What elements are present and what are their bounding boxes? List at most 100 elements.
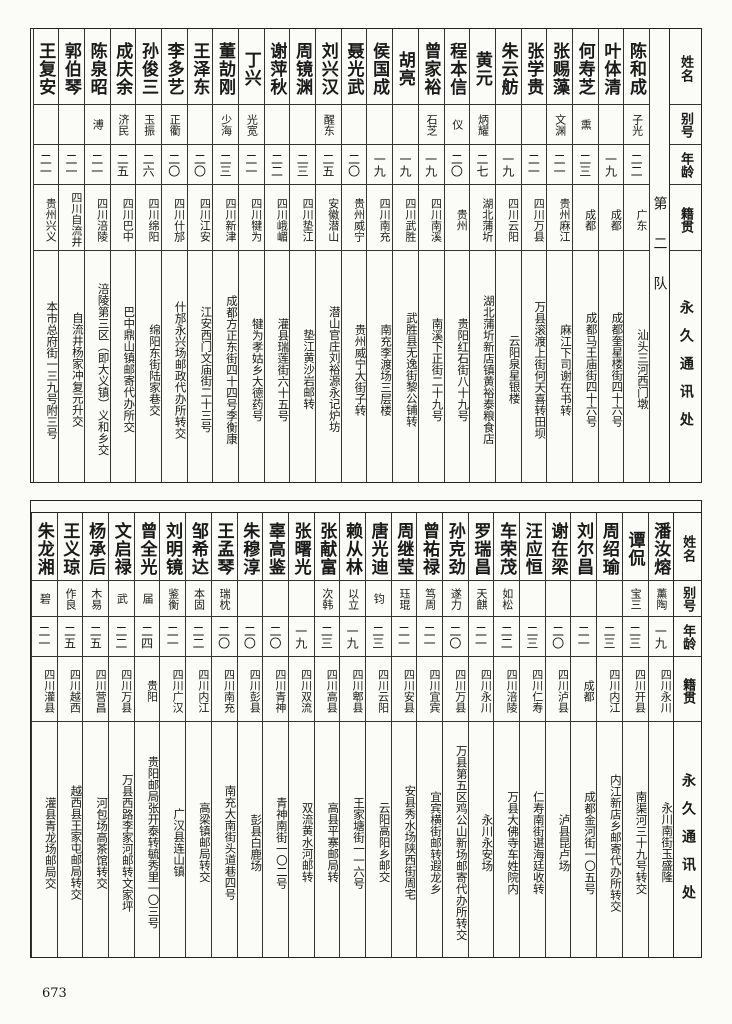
person-alias xyxy=(598,105,624,145)
person-column: 朱云舫 一九 四川云阳 云阳泉星银楼 xyxy=(494,29,521,482)
person-age: 一九 xyxy=(495,145,521,185)
person-native-place: 贵州 xyxy=(444,185,470,251)
person-address: 万县滚渡上街何天喜转田坝 xyxy=(533,300,547,439)
bottom-columns: 姓名 别号 年龄 籍贯 永久通讯处 潘汝熔 薰陶 一九 四川永川 永川南街玉盛隆 谭侃 宝三… xyxy=(31,513,701,957)
person-column: 陈泉昭溥二一 四川涪陵 涪陵第三区（即大义镇）义和乡交 xyxy=(83,29,110,482)
person-column: 周继莹 珏琨 二一 四川安县 安县秀水场陕西街周宅 xyxy=(390,513,417,957)
person-alias xyxy=(187,105,213,145)
person-address: 自流井杨家冲复元升交 xyxy=(70,312,84,427)
person-age: 二三 xyxy=(572,145,598,185)
person-alias: 溥 xyxy=(84,105,110,145)
person-name: 陈和成 xyxy=(624,29,649,105)
person-address: 湖北蒲圻新店镇黄裕泰粮食店 xyxy=(481,294,495,445)
person-age: 二一 xyxy=(33,145,59,185)
person-address: 贵阳邮局张开泰转毓秀里一〇三号 xyxy=(146,756,160,929)
person-name: 张学贵 xyxy=(521,29,547,105)
person-column: 侯国成 一九 四川南充 南充李渡场三层楼 xyxy=(366,29,393,482)
person-native-place: 四川高县 xyxy=(314,657,340,722)
header-age: 年龄 xyxy=(670,145,701,185)
person-alias: 玉振 xyxy=(136,105,161,145)
person-alias: 珏琨 xyxy=(391,581,417,617)
person-age: 二〇 xyxy=(161,145,187,185)
person-native-place: 四川青神 xyxy=(263,657,288,722)
person-age: 二二 xyxy=(494,617,520,657)
person-native-place: 四川涪陵 xyxy=(84,185,110,251)
person-native-place: 四川灌县 xyxy=(32,657,57,722)
person-column: 文启禄武二二 四川万县 万县西路李家河邮转文家坪 xyxy=(108,513,134,957)
person-name: 邹希达 xyxy=(186,513,211,581)
person-column: 李多艺 正衢 二〇 四川什邡 什邡永兴场邮政代办所转交 xyxy=(160,29,187,482)
person-column: 周绍瑜 二三 四川内江 内江新店乡邮寄代办所转交 xyxy=(596,513,622,957)
person-name: 周镜渊 xyxy=(290,29,316,105)
person-native-place: 四川巴中 xyxy=(110,185,136,251)
person-alias xyxy=(520,581,545,617)
header-alias: 别号 xyxy=(674,581,701,617)
person-address: 青神南街一〇二号 xyxy=(274,796,288,889)
person-address: 万县第五区鸡公山新场邮寄代办所转交 xyxy=(454,744,468,941)
person-native-place: 四川涪陵 xyxy=(494,657,520,722)
person-age: 二一 xyxy=(32,617,57,657)
person-native-place: 贵阳 xyxy=(134,657,160,722)
person-address: 犍为孝姑乡大德药号 xyxy=(250,317,264,422)
person-alias: 宝三 xyxy=(622,581,648,617)
person-age: 二三 xyxy=(622,617,648,657)
person-column: 孙俊三 玉振 二六 四川绵阳 绵阳东街陆家巷交 xyxy=(135,29,161,482)
person-alias: 钧 xyxy=(365,581,391,617)
person-alias xyxy=(290,105,316,145)
person-address: 涪陵第三区（即大义镇）义和乡交 xyxy=(96,283,110,456)
person-name: 车荣茂 xyxy=(494,513,520,581)
person-column: 潘汝熔 薰陶 一九 四川永川 永川南街玉盛隆 xyxy=(647,513,674,957)
person-alias: 石芝 xyxy=(418,105,444,145)
person-name: 辜高鉴 xyxy=(263,513,288,581)
person-native-place: 四川云阳 xyxy=(495,185,521,251)
person-column: 王孟琴 瑞枕 二〇 四川南充 南充大南街头道巷四号 xyxy=(210,513,237,957)
person-name: 朱穆淳 xyxy=(237,513,263,581)
person-name: 谢在梁 xyxy=(545,513,571,581)
person-alias xyxy=(367,105,393,145)
person-column: 成庆余 济民 二五 四川巴中 巴中鼎山镇邮寄代办所交 xyxy=(109,29,136,482)
person-name: 王孟琴 xyxy=(211,513,237,581)
roster-table-top: 姓名 别号 年龄 籍贯 永久通讯处 第二队 陈和成 子光 二二 广东 汕头三河西门墩 叶体… xyxy=(30,28,702,483)
person-name: 叶体清 xyxy=(598,29,624,105)
person-address: 云阳泉星银楼 xyxy=(507,335,521,404)
roster-table-bottom: 姓名 别号 年龄 籍贯 永久通讯处 潘汝熔 薰陶 一九 四川永川 永川南街玉盛隆 谭侃 宝三… xyxy=(30,500,702,958)
person-column: 谭侃 宝三 二三 四川开县 南渠河三十九号转交 xyxy=(621,513,648,957)
person-column: 曾全光届二四 贵阳 贵阳邮局张开泰转毓秀里一〇三号 xyxy=(133,513,160,957)
person-alias: 少海 xyxy=(213,105,238,145)
person-age: 二〇 xyxy=(263,617,288,657)
person-alias xyxy=(393,105,418,145)
person-native-place: 四川绵阳 xyxy=(136,185,161,251)
person-name: 侯国成 xyxy=(367,29,393,105)
person-native-place: 成都 xyxy=(571,657,597,722)
person-address: 成都金河街一〇五号 xyxy=(583,790,597,895)
person-address: 汕头三河西门墩 xyxy=(636,329,649,410)
person-alias: 本固 xyxy=(186,581,211,617)
person-alias xyxy=(545,581,571,617)
person-address: 万县大佛寺车姓院内 xyxy=(506,790,520,895)
person-name: 曾祐禄 xyxy=(417,513,442,581)
person-age: 二五 xyxy=(316,145,341,185)
person-column: 张曙光 一九 四川双流 双流黄水河邮转 xyxy=(287,513,314,957)
person-name: 赖从林 xyxy=(340,513,365,581)
person-native-place: 四川永川 xyxy=(648,657,674,722)
person-column: 何寿芝熏二三 成都 成都马王庙街四十六号 xyxy=(571,29,598,482)
person-address: 南充李渡场三层楼 xyxy=(379,323,393,416)
person-column: 陈和成 子光 二二 广东 汕头三河西门墩 xyxy=(623,29,649,482)
person-column: 周镜渊 二三 四川垫江 垫江黄沙岩邮转 xyxy=(289,29,316,482)
person-column: 王泽东 二〇 四川江安 江安西门文庙街二十三号 xyxy=(186,29,213,482)
person-column: 董劼刚 少海 二三 四川新津 成都方正东街四十四号李衡康 xyxy=(212,29,238,482)
person-column: 唐光迪钧二三 四川云阳 云阳高阳乡邮交 xyxy=(364,513,391,957)
person-address: 永川南街玉盛隆 xyxy=(660,802,674,883)
person-alias: 正衢 xyxy=(161,105,187,145)
person-column: 张献富 次韩 二三 四川高县 高县平寨邮局转 xyxy=(313,513,340,957)
person-name: 曾全光 xyxy=(134,513,160,581)
person-native-place: 四川武胜 xyxy=(393,185,418,251)
person-column: 叶体清 一九 成都 成都奎星楼街四十六号 xyxy=(597,29,624,482)
person-age: 二一 xyxy=(468,617,494,657)
person-name: 汪应恒 xyxy=(520,513,545,581)
person-native-place: 广东 xyxy=(624,185,649,251)
person-alias: 次韩 xyxy=(314,581,340,617)
person-name: 张赐藻 xyxy=(547,29,572,105)
person-native-place: 成都 xyxy=(598,185,624,251)
person-alias: 子光 xyxy=(624,105,649,145)
